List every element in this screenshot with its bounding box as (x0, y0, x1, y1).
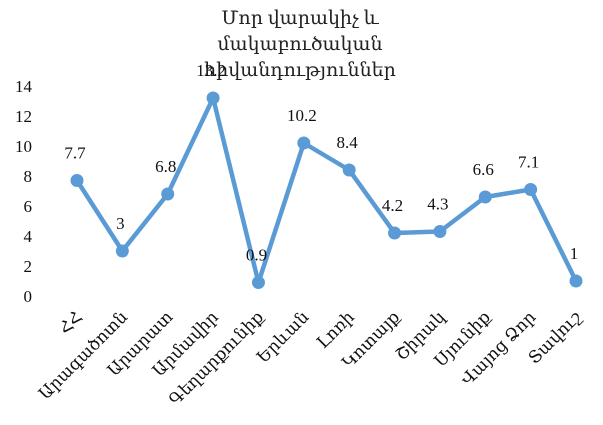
data-label: 1 (570, 244, 579, 263)
y-tick-label: 10 (15, 137, 32, 156)
data-label: 3 (116, 214, 125, 233)
marker (115, 244, 129, 258)
y-tick-label: 14 (15, 77, 33, 96)
marker (251, 276, 265, 289)
data-label: 7.7 (64, 144, 86, 163)
data-label: 13.2 (196, 61, 226, 80)
data-label: 4.3 (427, 195, 448, 214)
marker (388, 226, 402, 240)
marker (161, 187, 175, 201)
y-tick-label: 0 (24, 287, 33, 306)
marker (569, 274, 583, 288)
marker (297, 136, 311, 150)
marker (70, 174, 84, 187)
series-line (75, 95, 579, 285)
y-tick-label: 2 (24, 257, 33, 276)
marker (433, 225, 447, 238)
data-label: 6.6 (473, 160, 494, 179)
data-label: 6.8 (155, 157, 176, 176)
data-label: 0.9 (246, 246, 267, 265)
data-label: 7.1 (518, 153, 539, 172)
y-tick-label: 4 (24, 227, 33, 246)
chart-title: Մոր վարակիչ և մակաբուծական հիվանդություն… (204, 8, 396, 81)
data-label: 8.4 (337, 133, 359, 152)
data-label: 10.2 (287, 106, 317, 125)
marker (524, 183, 538, 196)
marker (478, 190, 492, 204)
x-tick-label: ՀՀ (55, 307, 86, 338)
y-tick-label: 6 (24, 197, 33, 216)
y-tick-label: 8 (24, 167, 33, 186)
data-label: 4.2 (382, 196, 403, 215)
y-tick-label: 12 (15, 107, 32, 126)
marker (342, 163, 356, 177)
marker (206, 91, 220, 105)
